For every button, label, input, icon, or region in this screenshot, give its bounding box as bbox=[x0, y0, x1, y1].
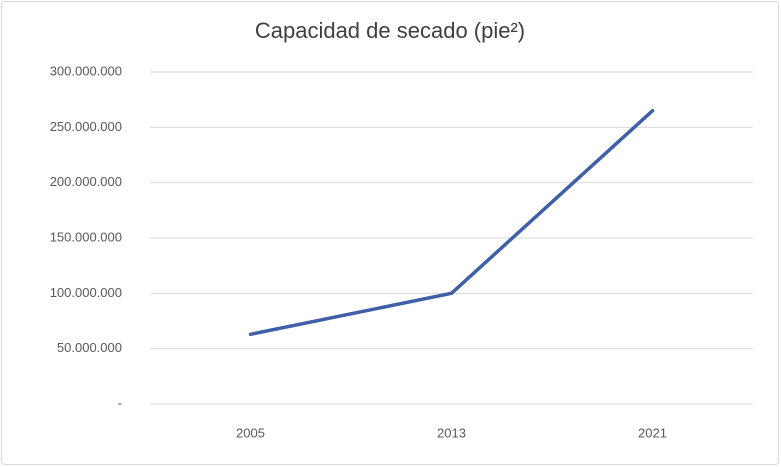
y-tick-label: 150.000.000 bbox=[50, 229, 122, 244]
y-tick-label: - bbox=[118, 395, 122, 410]
x-tick-label: 2021 bbox=[638, 425, 667, 440]
y-tick-label: 100.000.000 bbox=[50, 285, 122, 300]
y-tick-label: 200.000.000 bbox=[50, 174, 122, 189]
y-tick-label: 50.000.000 bbox=[57, 340, 122, 355]
x-tick-label: 2005 bbox=[236, 425, 265, 440]
y-tick-label: 250.000.000 bbox=[50, 119, 122, 134]
chart-title: Capacidad de secado (pie²) bbox=[255, 18, 525, 43]
x-tick-label: 2013 bbox=[437, 425, 466, 440]
y-tick-label: 300.000.000 bbox=[50, 63, 122, 78]
data-line bbox=[248, 108, 655, 337]
